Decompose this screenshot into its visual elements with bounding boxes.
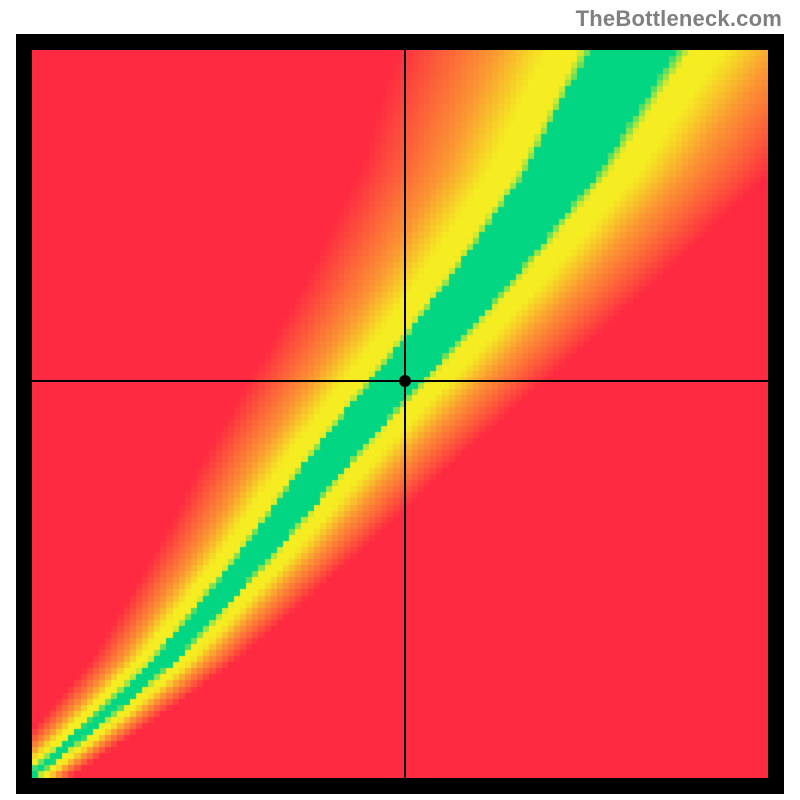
heatmap-canvas: [32, 50, 768, 778]
chart-container: TheBottleneck.com: [0, 0, 800, 800]
watermark-text: TheBottleneck.com: [576, 6, 782, 32]
crosshair-marker: [399, 375, 411, 387]
crosshair-vertical: [404, 50, 406, 778]
chart-outer-frame: [16, 34, 784, 794]
